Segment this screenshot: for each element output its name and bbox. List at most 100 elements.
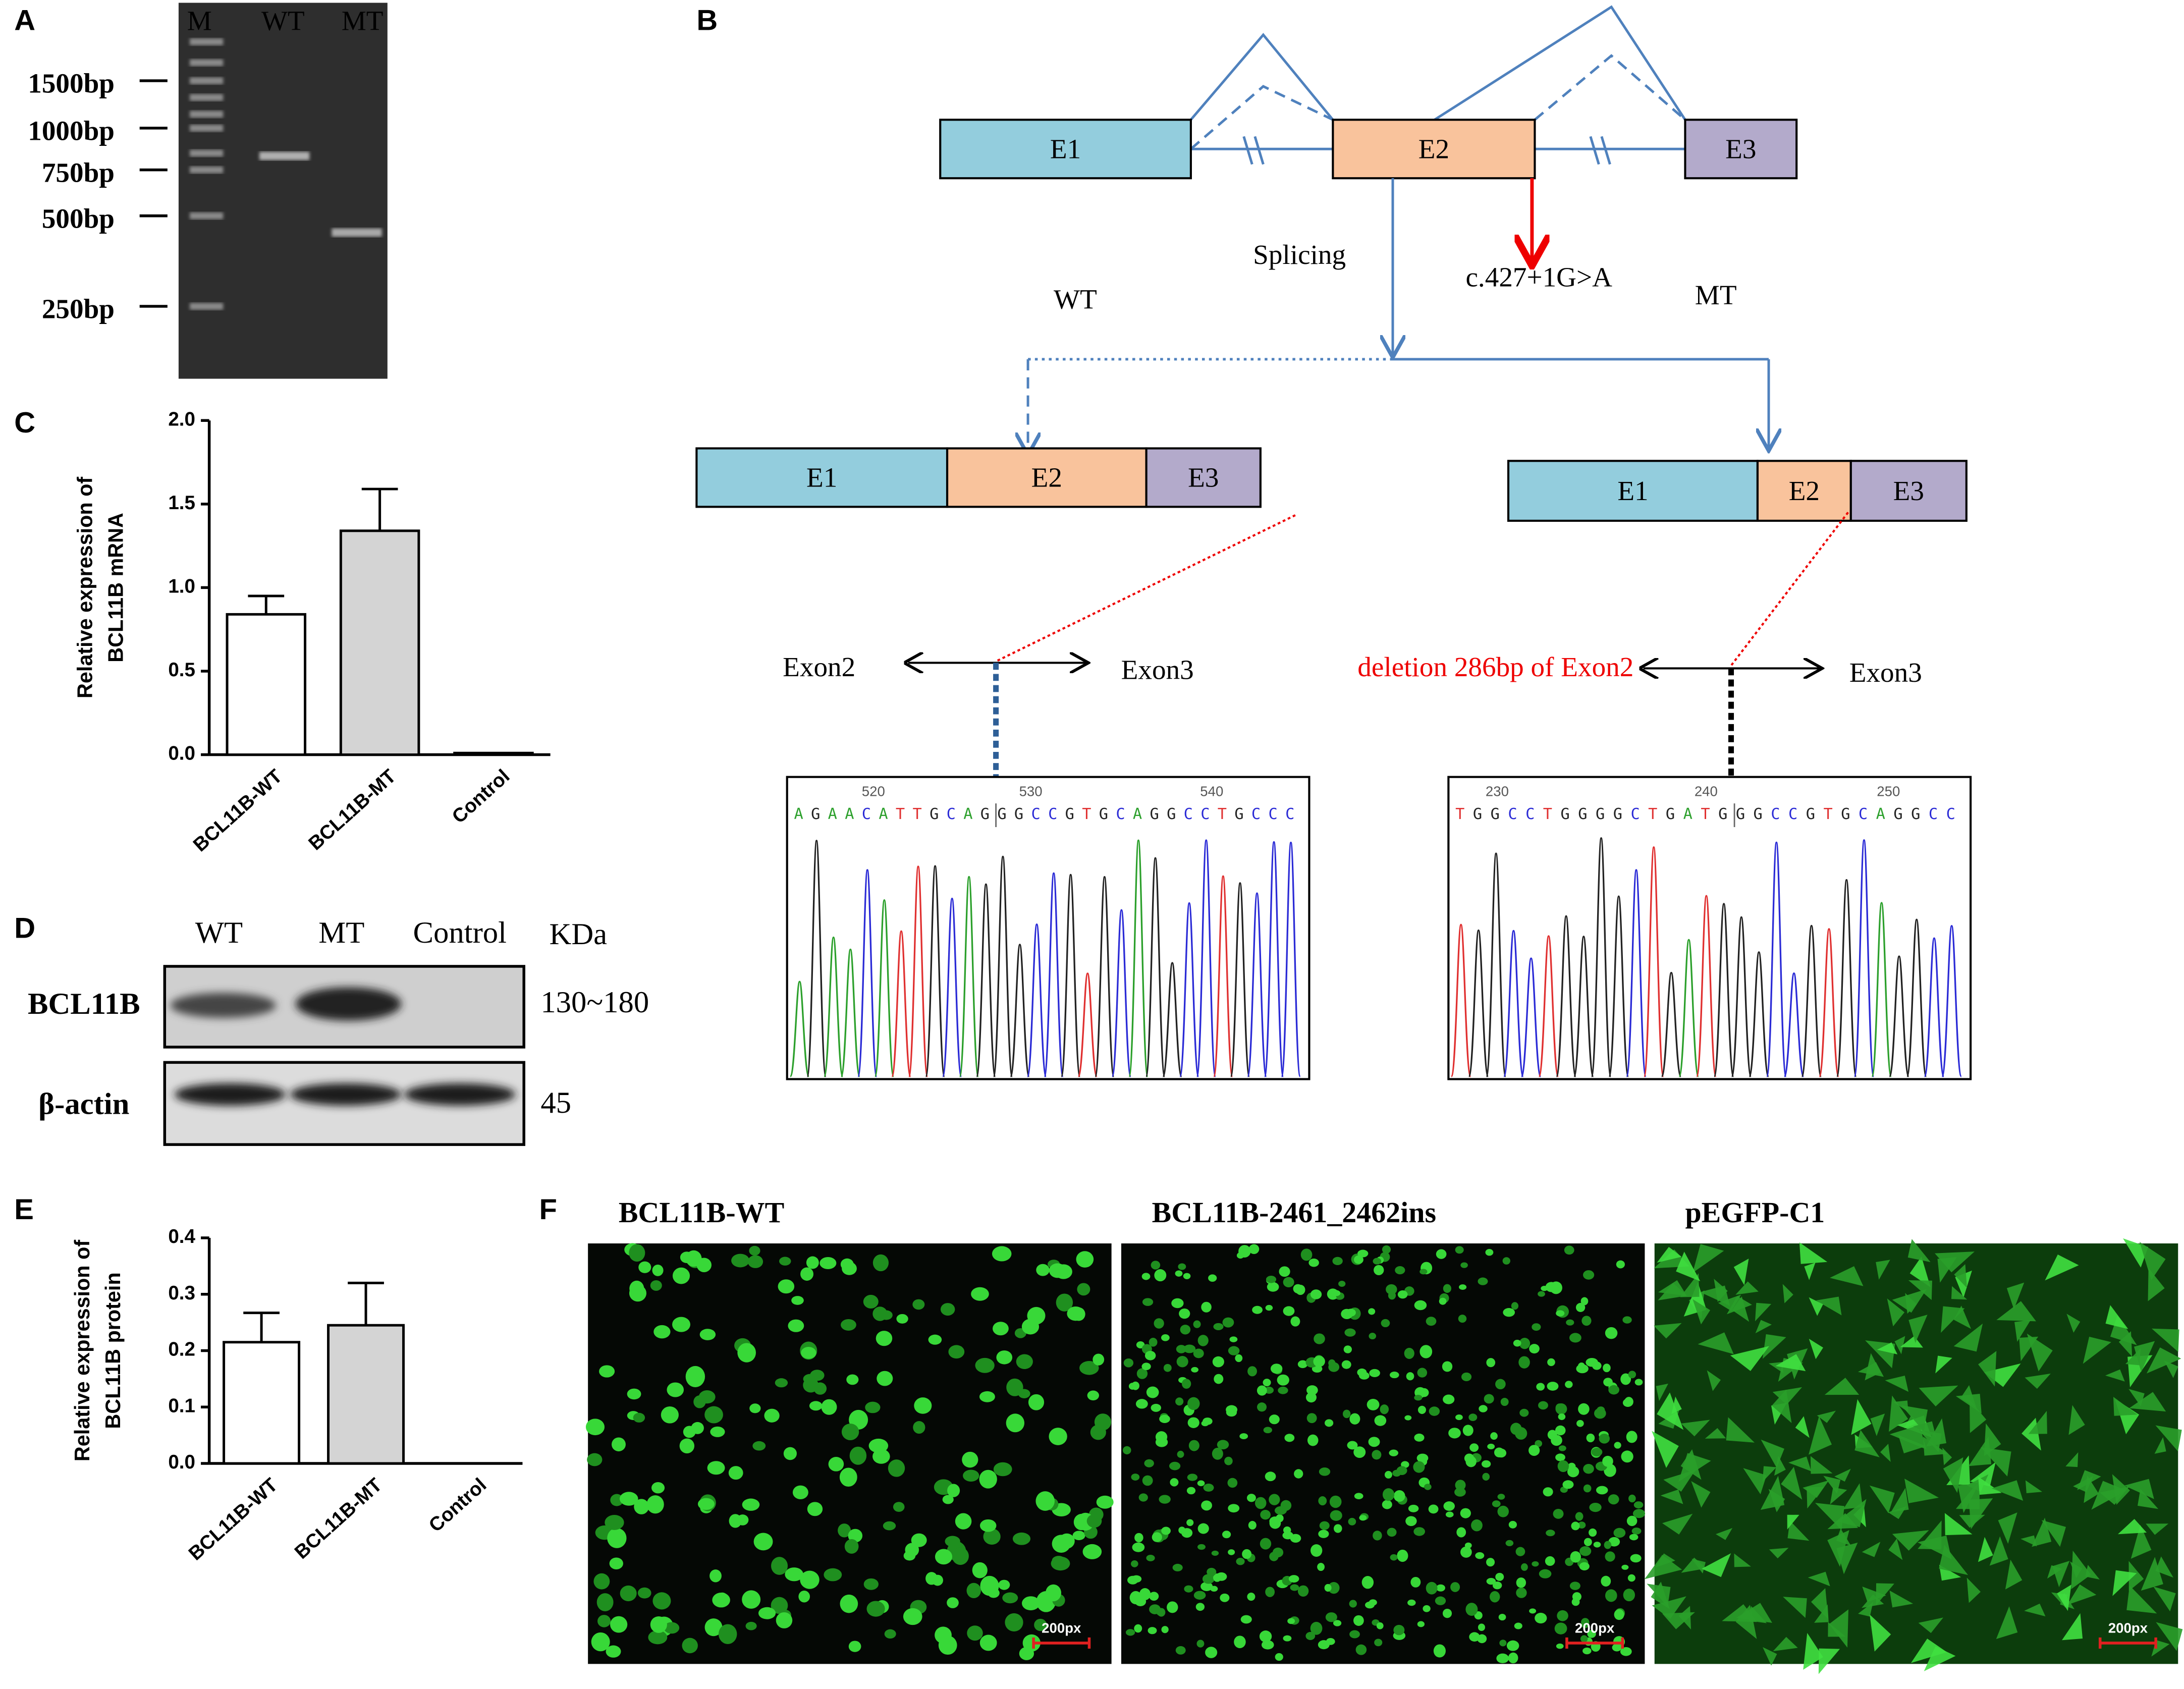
cell (1893, 1400, 1908, 1412)
cell (1193, 1348, 1204, 1358)
cell (1354, 1493, 1363, 1500)
cell (2105, 1305, 2128, 1329)
cell (1580, 1635, 1588, 1643)
cell (653, 1325, 671, 1339)
cell (1448, 1428, 1461, 1439)
cell (1705, 1428, 1726, 1439)
zoom-line (995, 512, 1849, 667)
cell (664, 1622, 680, 1634)
trace-peak (975, 883, 996, 1077)
cell (1735, 1281, 1759, 1295)
cell (928, 1334, 942, 1345)
cell (1490, 1591, 1500, 1603)
cell (1390, 1554, 1398, 1561)
cell (1692, 1299, 1711, 1325)
cell (1141, 1363, 1151, 1371)
cell (1131, 1560, 1138, 1567)
cell (807, 1502, 823, 1516)
cell (1539, 1569, 1552, 1578)
cell (749, 1403, 761, 1413)
cell (696, 1258, 712, 1273)
cell (1142, 1475, 1153, 1486)
cell (1565, 1381, 1573, 1388)
cell (783, 1447, 797, 1460)
cell (716, 1592, 729, 1606)
cell (1269, 1494, 1280, 1505)
cell (1622, 1398, 1633, 1407)
cell (1178, 1263, 1186, 1270)
cell (682, 1638, 698, 1654)
cell (2045, 1254, 2079, 1281)
cell (1318, 1640, 1330, 1650)
exon-box (1756, 460, 1852, 522)
cell (1634, 1379, 1643, 1386)
cell (2068, 1405, 2085, 1435)
cell (1353, 1446, 1366, 1458)
cell (893, 1502, 905, 1512)
cell (609, 1557, 623, 1569)
cell (1267, 1282, 1279, 1292)
trace-peak (925, 865, 946, 1077)
cell (1167, 1601, 1178, 1613)
cell (1718, 1294, 1741, 1311)
cell (1787, 1520, 1810, 1541)
cell (1608, 1385, 1619, 1395)
cell (1235, 1354, 1243, 1363)
cell (764, 1408, 780, 1423)
cell (1529, 1344, 1540, 1354)
cell (1368, 1437, 1380, 1447)
cell (1389, 1372, 1399, 1379)
image-title: pEGFP-C1 (1685, 1196, 1825, 1229)
trace-peak (1026, 923, 1047, 1077)
x-tick-label: BCL11B-WT (189, 765, 287, 856)
cell (1630, 1554, 1642, 1563)
trace-peak (1853, 839, 1875, 1077)
cell (1698, 1332, 1734, 1354)
cell (2137, 1489, 2159, 1509)
cell (1593, 1542, 1601, 1548)
cell (1067, 1306, 1084, 1321)
trace-peak (1678, 939, 1700, 1077)
cell (1909, 1256, 1931, 1287)
cell (1603, 1378, 1613, 1387)
cell (596, 1593, 614, 1611)
cell (1506, 1640, 1519, 1651)
cell (652, 1592, 671, 1610)
exon-label: E2 (1031, 462, 1062, 493)
cell (1887, 1298, 1905, 1327)
cell (2057, 1585, 2071, 1611)
cell (1228, 1504, 1240, 1513)
cell (1426, 1582, 1438, 1595)
cell (1944, 1513, 1973, 1536)
splice-alt (1190, 54, 1686, 150)
trace-peak (1818, 928, 1840, 1077)
cell (2113, 1396, 2138, 1416)
cell (1361, 1575, 1374, 1589)
trace-peak (1696, 895, 1717, 1077)
cell (1937, 1257, 1957, 1283)
cell (1782, 1284, 1793, 1303)
cell (1131, 1474, 1140, 1481)
lane-label: WT (195, 916, 243, 950)
cell (1566, 1319, 1574, 1326)
cell (1169, 1461, 1181, 1470)
cell (1811, 1588, 1828, 1619)
cell (1736, 1603, 1772, 1623)
cell (1212, 1356, 1224, 1368)
cell (1342, 1409, 1351, 1419)
cell (1306, 1385, 1318, 1395)
cell (1436, 1584, 1445, 1592)
cell (1614, 1442, 1621, 1449)
cell (1382, 1245, 1391, 1254)
x-tick-label: BCL11B-MT (291, 1474, 387, 1563)
cell (1707, 1370, 1721, 1391)
mt-label: MT (1695, 280, 1737, 310)
trace-peak (1264, 841, 1284, 1077)
cell (1297, 1585, 1309, 1597)
marker-label: 500bp (42, 203, 115, 234)
cell (846, 1374, 859, 1385)
cell (1325, 1419, 1334, 1427)
cell (1280, 1500, 1292, 1511)
cell (800, 1267, 813, 1281)
cell (1477, 1634, 1487, 1644)
